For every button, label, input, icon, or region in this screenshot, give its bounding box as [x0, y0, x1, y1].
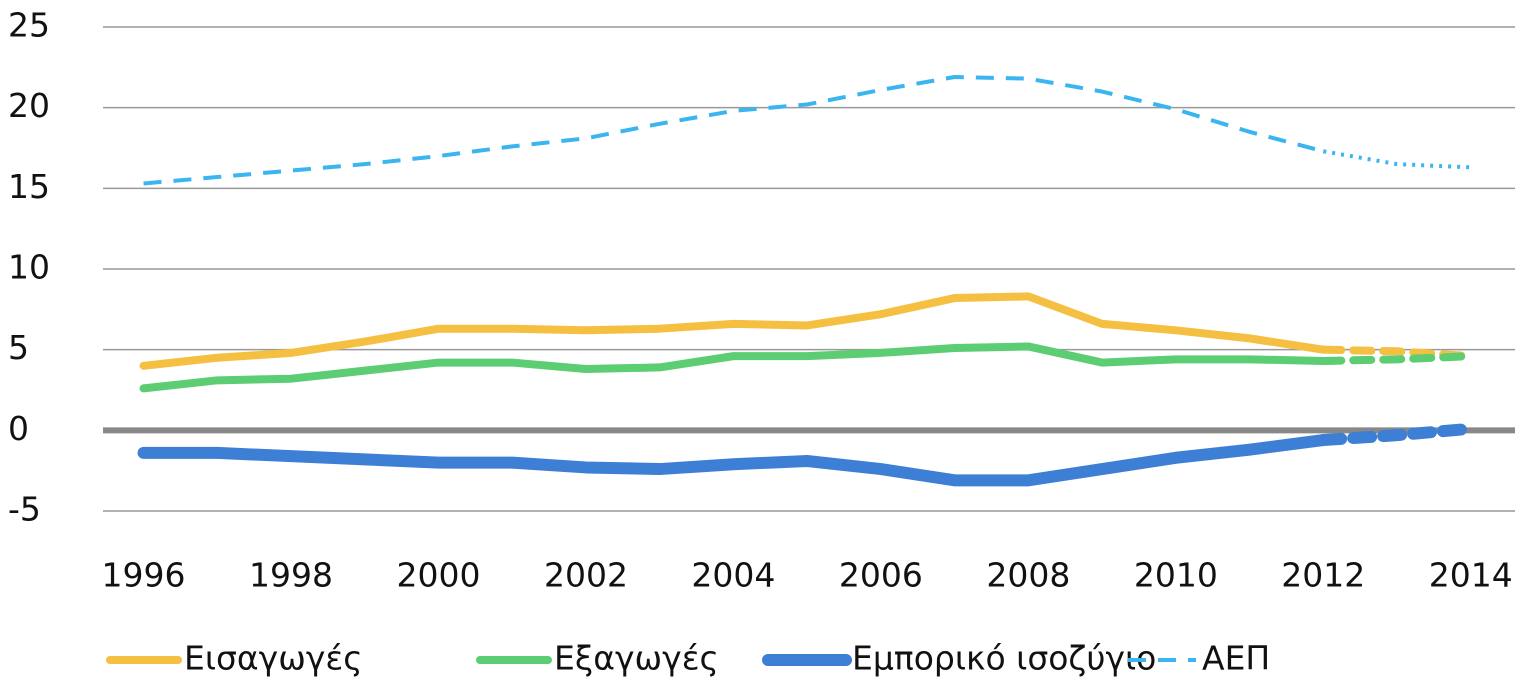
x-tick-label: 2014 — [1429, 556, 1513, 595]
y-tick-label: 15 — [8, 167, 50, 206]
series-line-forecast — [1322, 149, 1471, 170]
legend-label: Εμπορικό ισοζύγιο — [852, 639, 1156, 678]
x-tick-label: 1998 — [249, 556, 333, 595]
x-tick-label: 2008 — [986, 556, 1070, 595]
x-tick-label: 1996 — [102, 556, 186, 595]
y-tick-label: -5 — [8, 490, 41, 529]
y-tick-label: 5 — [8, 328, 29, 367]
legend-label: ΑΕΠ — [1202, 639, 1270, 678]
y-tick-label: 10 — [8, 248, 50, 287]
series-line — [139, 292, 1328, 370]
y-tick-label: 0 — [8, 409, 29, 448]
x-tick-label: 2012 — [1281, 556, 1365, 595]
y-tick-label: 20 — [8, 86, 50, 125]
series-line — [143, 75, 1324, 186]
x-tick-label: 2010 — [1134, 556, 1218, 595]
series-line — [139, 342, 1328, 393]
x-tick-label: 2000 — [396, 556, 480, 595]
y-tick-label: 25 — [8, 6, 50, 45]
legend-label: Εισαγωγές — [184, 639, 363, 678]
series-line-forecast — [1317, 422, 1477, 447]
series-line-forecast — [1319, 352, 1475, 365]
series-line — [137, 434, 1330, 487]
x-tick-label: 2002 — [544, 556, 628, 595]
x-tick-label: 2004 — [691, 556, 775, 595]
legend-label: Εξαγωγές — [554, 639, 719, 678]
x-tick-label: 2006 — [839, 556, 923, 595]
